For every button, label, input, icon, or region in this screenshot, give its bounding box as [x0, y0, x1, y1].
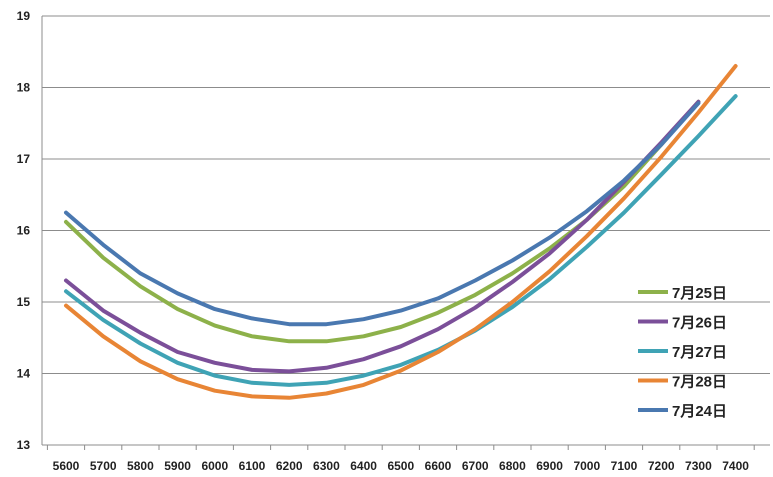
- legend-item: 7月24日: [638, 403, 727, 420]
- x-tick-label: 6100: [239, 459, 266, 473]
- series-lines: [64, 64, 738, 400]
- x-tick-label: 5600: [53, 459, 80, 473]
- x-tick-label: 5900: [164, 459, 191, 473]
- x-tick-label: 6700: [462, 459, 489, 473]
- x-tick-label: 6500: [387, 459, 414, 473]
- y-tick-label: 14: [17, 367, 31, 381]
- legend-item: 7月26日: [638, 315, 727, 332]
- legend-label: 7月26日: [672, 315, 727, 332]
- x-tick-label: 6800: [499, 459, 526, 473]
- legend-label: 7月27日: [672, 344, 727, 361]
- x-tick-label: 5700: [90, 459, 117, 473]
- x-tick-label: 7100: [611, 459, 638, 473]
- series-line-2: [64, 99, 701, 374]
- legend: 7月25日 7月26日 7月27日 7月28日 7月24日: [638, 285, 727, 420]
- x-tick-label: 7000: [573, 459, 600, 473]
- x-tick-label: 6300: [313, 459, 340, 473]
- y-tick-label: 17: [17, 152, 31, 166]
- x-tick-label: 6600: [425, 459, 452, 473]
- x-tick-label: 6400: [350, 459, 377, 473]
- series-line-3: [64, 94, 738, 387]
- legend-label: 7月25日: [672, 285, 727, 302]
- y-axis-ticks: 13 14 15 16 17 18 19: [17, 9, 31, 452]
- y-tick-label: 19: [17, 9, 31, 23]
- legend-item: 7月28日: [638, 374, 727, 391]
- x-tick-label: 7300: [685, 459, 712, 473]
- x-tick-label: 5800: [127, 459, 154, 473]
- y-tick-label: 18: [17, 81, 31, 95]
- y-tick-label: 13: [17, 438, 31, 452]
- x-tick-label: 6200: [276, 459, 303, 473]
- legend-label: 7月28日: [672, 374, 727, 391]
- legend-label: 7月24日: [672, 403, 727, 420]
- y-tick-label: 15: [17, 295, 31, 309]
- x-axis-ticks: 5600 5700 5800 5900 6000 6100 6200 6300 6400 6500…: [53, 459, 750, 473]
- legend-item: 7月27日: [638, 344, 727, 361]
- axes: [41, 16, 770, 450]
- x-tick-label: 7200: [648, 459, 675, 473]
- series-line-5: [64, 101, 701, 327]
- y-tick-label: 16: [17, 224, 31, 238]
- x-tick-label: 6900: [536, 459, 563, 473]
- series-line-4: [64, 64, 738, 400]
- legend-item: 7月25日: [638, 285, 727, 302]
- x-tick-label: 7400: [722, 459, 749, 473]
- x-tick-label: 6000: [201, 459, 228, 473]
